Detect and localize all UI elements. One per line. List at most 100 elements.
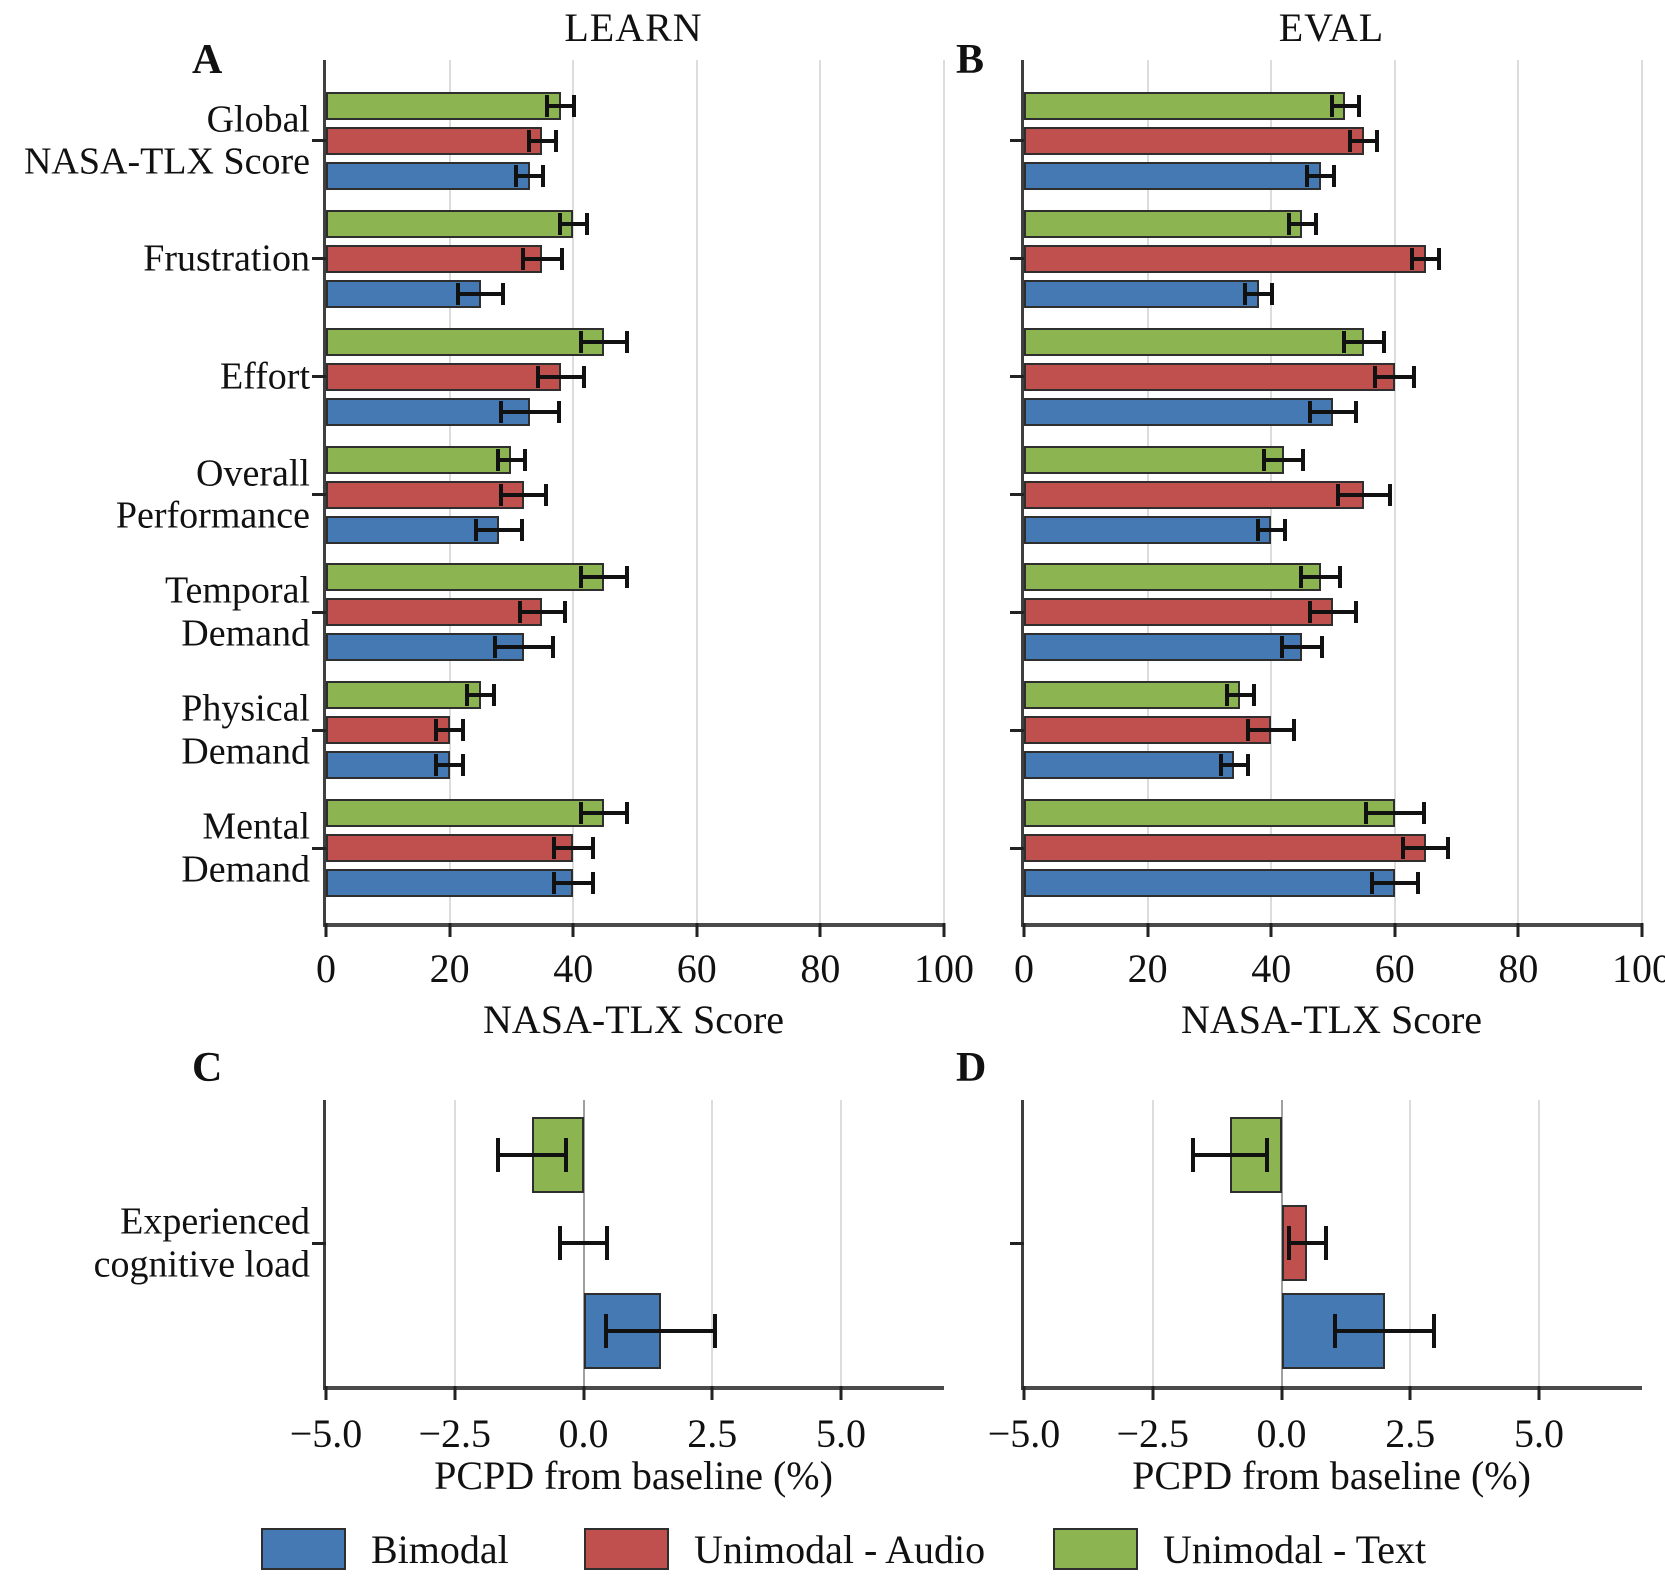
x-tick-label: −5.0 <box>987 1411 1061 1456</box>
y-tick <box>312 846 326 850</box>
error-bar-cap-left <box>1329 94 1334 117</box>
x-tick <box>1393 923 1397 937</box>
error-bar-cap-left <box>1370 872 1375 895</box>
error-bar-line <box>557 221 589 226</box>
error-bar-cap-left <box>499 483 504 506</box>
x-tick-label: 5.0 <box>816 1411 866 1456</box>
error-bar-cap-left <box>1224 684 1229 707</box>
bar-slot <box>326 126 944 155</box>
error-bar-line <box>514 173 546 178</box>
bar-slot <box>1024 397 1642 426</box>
x-tick-label: 2.5 <box>1385 1411 1436 1456</box>
error-bar-cap-left <box>492 636 497 659</box>
y-tick <box>1010 728 1024 732</box>
x-tick-label: 100 <box>1612 946 1665 991</box>
error-bar-cap-right <box>581 365 586 388</box>
x-tick <box>324 1386 328 1400</box>
bar-bimodal <box>1024 751 1235 780</box>
bar-bimodal <box>1024 161 1321 190</box>
bar-slot <box>326 244 944 273</box>
bar-unimodal-audio <box>326 362 561 391</box>
bar-slot <box>1024 161 1642 190</box>
error-bar-cap-left <box>1305 164 1310 187</box>
bar-bimodal <box>326 869 574 898</box>
x-tick-label: 80 <box>1498 946 1539 991</box>
error-bar-cap-right <box>572 94 577 117</box>
error-bar-cap-right <box>713 1314 718 1348</box>
bar-unimodal-audio <box>1024 598 1333 627</box>
x-tick-label: 60 <box>676 946 717 991</box>
error-bar-cap-left <box>1400 837 1405 860</box>
error-bar-line <box>499 492 549 497</box>
y-tick <box>312 257 326 261</box>
error-bar-line <box>1373 374 1417 379</box>
bar-slot <box>326 515 944 544</box>
error-bar-cap-left <box>1255 518 1260 541</box>
category-group <box>326 671 944 789</box>
x-tick-label: 20 <box>429 946 470 991</box>
x-tick-label: 80 <box>800 946 841 991</box>
error-bar-cap-right <box>1353 601 1358 624</box>
category-group <box>326 1100 944 1386</box>
error-bar-line <box>1280 645 1324 650</box>
error-bar-line <box>1410 256 1442 261</box>
panel-b-plot-area: 0 20 40 60 80 100 <box>1010 60 1665 991</box>
gridline <box>695 60 698 923</box>
error-bar-cap-right <box>1415 872 1420 895</box>
x-tick <box>1151 1386 1155 1400</box>
error-bar-cap-left <box>579 802 584 825</box>
y-tick <box>312 139 326 143</box>
gridline <box>1517 60 1520 923</box>
error-bar-cap-right <box>1353 400 1358 423</box>
bar-unimodal-text <box>1024 681 1241 710</box>
bar-slot <box>1024 480 1642 509</box>
error-bar-cap-left <box>604 1314 609 1348</box>
error-bar-cap-right <box>624 566 629 589</box>
x-tick-label: 0 <box>316 946 336 991</box>
bar-unimodal-audio <box>326 716 450 745</box>
bar-slot <box>1024 515 1642 544</box>
gridline <box>1641 60 1643 923</box>
error-bar-cap-right <box>1437 247 1442 270</box>
category-group <box>326 200 944 318</box>
x-tick <box>1269 923 1273 937</box>
gridline <box>1151 1100 1154 1386</box>
error-bar-line <box>1370 881 1420 886</box>
error-bar-line <box>1348 138 1380 143</box>
error-bar-cap-right <box>556 400 561 423</box>
bar-bimodal <box>326 161 530 190</box>
error-bar-cap-left <box>517 601 522 624</box>
bar-unimodal-text <box>326 209 574 238</box>
error-bar-cap-right <box>590 872 595 895</box>
bar-unimodal-audio <box>1024 126 1364 155</box>
error-bar-cap-left <box>1243 282 1248 305</box>
x-tick-label: 40 <box>1251 946 1292 991</box>
error-bar-cap-left <box>1286 1226 1291 1260</box>
bar-slot <box>1024 91 1642 120</box>
error-bar-line <box>579 575 629 580</box>
category-group <box>1024 82 1642 200</box>
bar-unimodal-text <box>1024 209 1303 238</box>
gridline <box>1393 60 1396 923</box>
panel-b-title: EVAL <box>1278 5 1385 50</box>
error-bar-line <box>1342 339 1386 344</box>
x-tick-label: 100 <box>914 946 974 991</box>
legend-label-bimodal: Bimodal <box>371 1526 509 1572</box>
error-bar-cap-left <box>465 684 470 707</box>
error-bar-cap-right <box>1432 1314 1436 1348</box>
error-bar-cap-left <box>579 330 584 353</box>
error-bar-cap-left <box>536 365 541 388</box>
error-bar-line <box>455 291 506 296</box>
error-bar-cap-right <box>1323 1226 1328 1260</box>
gridline <box>943 60 945 923</box>
error-bar-cap-left <box>1280 636 1285 659</box>
y-tick <box>312 610 326 614</box>
x-tick <box>1022 923 1026 937</box>
error-bar-line <box>1255 527 1287 532</box>
error-bar-cap-right <box>605 1226 610 1260</box>
x-tick <box>571 923 575 937</box>
bar-unimodal-audio <box>326 126 543 155</box>
legend-item-unimodal-text: Unimodal - Text <box>1053 1520 1426 1578</box>
error-bar-line <box>1308 610 1358 615</box>
bar-bimodal <box>1024 515 1272 544</box>
